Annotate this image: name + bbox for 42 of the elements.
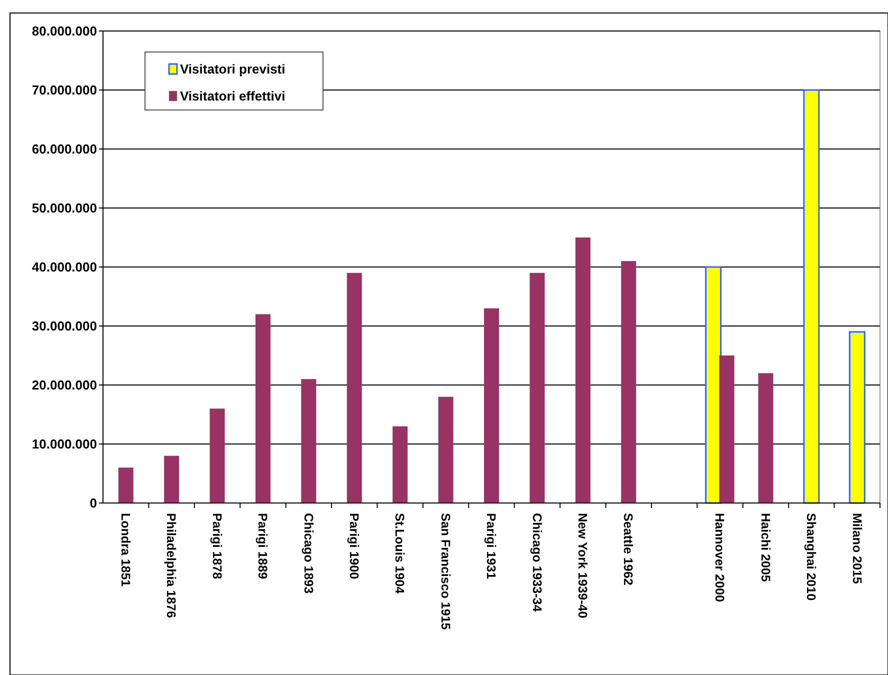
x-tick-label: Parigi 1878 xyxy=(210,513,224,580)
bar xyxy=(210,408,225,503)
x-tick-label: Londra 1851 xyxy=(118,513,132,587)
bar xyxy=(392,426,408,503)
x-tick-label: San Francisco 1915 xyxy=(438,513,452,630)
y-tick-label: 50.000.000 xyxy=(32,200,97,216)
bar xyxy=(164,456,180,503)
bar xyxy=(484,308,499,503)
x-tick-label: Seattle 1962 xyxy=(621,513,636,586)
y-tick-label: 0 xyxy=(90,496,97,511)
y-tick-label: 70.000.000 xyxy=(32,82,97,98)
bar xyxy=(346,272,362,503)
x-tick-label: St.Louis 1904 xyxy=(392,513,407,594)
bar xyxy=(438,396,454,503)
x-tick-label: Chicago 1933-34 xyxy=(530,513,544,612)
x-tick-label: Haichi 2005 xyxy=(758,513,772,582)
x-tick-label: Parigi 1931 xyxy=(484,513,498,580)
y-tick-label: 40.000.000 xyxy=(32,260,97,275)
x-tick-label: Philadelphia 1876 xyxy=(164,513,178,618)
y-tick-label: 10.000.000 xyxy=(32,436,97,452)
legend-label: Visitatori previsti xyxy=(180,62,286,77)
y-tick-label: 30.000.000 xyxy=(32,318,97,334)
x-tick-label: Chicago 1893 xyxy=(301,513,316,594)
y-tick-label: 80.000.000 xyxy=(32,24,97,39)
legend-label: Visitatori effettivi xyxy=(180,88,286,104)
bar xyxy=(255,314,270,503)
bar xyxy=(118,468,134,503)
bar xyxy=(758,373,774,503)
x-tick-label: Hannover 2000 xyxy=(712,513,727,602)
y-tick-label: 60.000.000 xyxy=(32,142,97,157)
x-tick-label: Parigi 1889 xyxy=(256,513,270,580)
bar xyxy=(301,379,316,503)
bar xyxy=(848,331,866,504)
y-tick-label: 20.000.000 xyxy=(32,378,97,393)
x-tick-label: New York 1939-40 xyxy=(576,513,590,618)
x-tick-label: Parigi 1900 xyxy=(347,513,362,580)
bar xyxy=(530,272,545,503)
bar xyxy=(575,238,590,503)
bar xyxy=(621,261,636,503)
x-tick-label: Shanghai 2010 xyxy=(804,513,818,601)
bar xyxy=(803,89,820,504)
x-tick-label: Milano 2015 xyxy=(850,513,864,584)
